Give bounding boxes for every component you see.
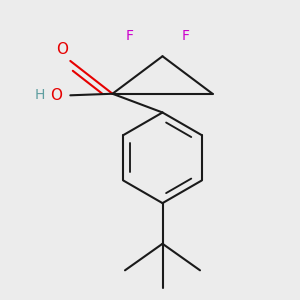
Text: O: O	[50, 88, 62, 103]
Text: H: H	[35, 88, 45, 102]
Text: O: O	[56, 42, 68, 57]
Text: F: F	[126, 29, 134, 43]
Text: F: F	[182, 29, 190, 43]
